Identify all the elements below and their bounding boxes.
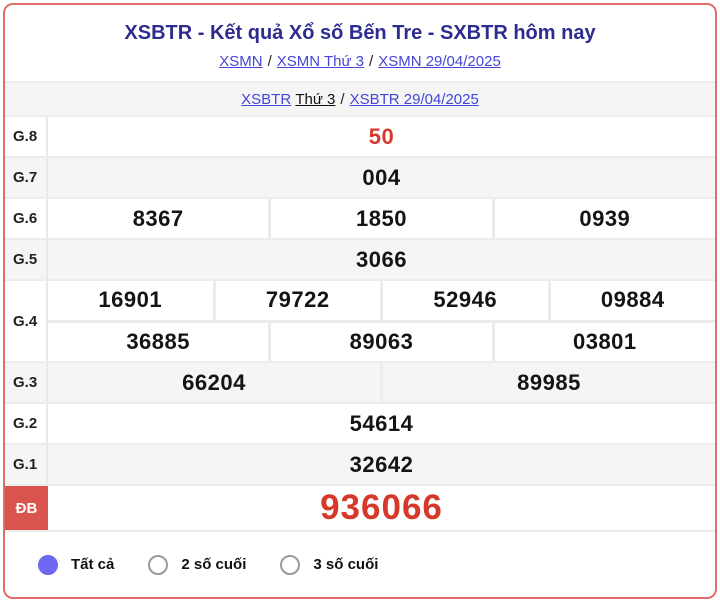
prize-label-g5: G.5 [5, 240, 48, 279]
radio-circle-icon[interactable] [148, 554, 169, 575]
prize-number-g5: 3066 [356, 246, 407, 272]
prize-row-g4: G.4 16901 79722 52946 09884 36885 89063 … [5, 279, 715, 361]
radio-2-so-cuoi[interactable]: 2 số cuối [148, 554, 247, 575]
breadcrumb-separator: / [267, 53, 272, 70]
prize-number-g1: 32642 [349, 451, 414, 477]
prize-number-g2: 54614 [349, 410, 414, 436]
link-xsmn-date[interactable]: XSMN 29/04/2025 [378, 53, 501, 70]
prize-label-db: ĐB [5, 486, 48, 530]
prize-number-g7: 004 [362, 164, 401, 190]
radio-circle-icon[interactable] [38, 554, 58, 575]
prize-row-g3: G.3 66204 89985 [5, 361, 715, 402]
prize-number-g4-4: 09884 [547, 281, 716, 320]
prize-number-g4-2: 79722 [212, 281, 381, 320]
prize-number-g8: 50 [368, 123, 395, 149]
breadcrumb-separator: / [340, 90, 345, 108]
prize-label-g1: G.1 [5, 445, 48, 484]
breadcrumb-xsbtr: XSBTR Thứ 3/XSBTR 29/04/2025 [5, 81, 715, 115]
prize-number-g6-1: 8367 [132, 205, 184, 231]
prize-label-g7: G.7 [5, 158, 48, 197]
radio-circle-icon[interactable] [280, 554, 301, 575]
prize-label-g6: G.6 [5, 199, 48, 238]
prize-label-g2: G.2 [5, 404, 48, 443]
link-xsmn[interactable]: XSMN [219, 53, 263, 70]
prize-row-g6: G.6 8367 1850 0939 [5, 197, 715, 238]
radio-label: 2 số cuối [181, 556, 247, 573]
radio-3-so-cuoi[interactable]: 3 số cuối [280, 554, 379, 575]
radio-label: Tất cả [71, 556, 115, 573]
prize-row-g5: G.5 3066 [5, 238, 715, 279]
prize-number-g4-7: 03801 [491, 322, 715, 361]
prize-number-g6-2: 1850 [268, 199, 491, 238]
prize-number-db: 936066 [320, 488, 443, 527]
prize-row-g2: G.2 54614 [5, 402, 715, 443]
prize-number-g4-3: 52946 [380, 281, 548, 320]
link-xsbtr-date[interactable]: XSBTR 29/04/2025 [349, 90, 479, 108]
lottery-results-panel: XSBTR - Kết quả Xổ số Bến Tre - SXBTR hô… [3, 3, 717, 599]
prize-number-g3-2: 89985 [380, 363, 715, 402]
link-xsbtr[interactable]: XSBTR [241, 90, 292, 108]
link-xsmn-thu3[interactable]: XSMN Thứ 3 [276, 53, 365, 70]
breadcrumb-xsmn: XSMN / XSMN Thứ 3/XSMN 29/04/2025 [5, 53, 715, 70]
prize-number-g3-1: 66204 [182, 369, 246, 395]
prize-label-g3: G.3 [5, 363, 48, 402]
page-title: XSBTR - Kết quả Xổ số Bến Tre - SXBTR hô… [124, 22, 596, 44]
prize-number-g4-5: 36885 [126, 328, 190, 354]
prize-label-g8: G.8 [5, 117, 48, 156]
prize-label-g4: G.4 [5, 281, 48, 361]
prize-row-db: ĐB 936066 [5, 484, 715, 530]
breadcrumb-separator: / [369, 53, 374, 70]
prize-number-g4-6: 89063 [268, 322, 491, 361]
radio-tat-ca[interactable]: Tất cả [38, 554, 115, 575]
header: XSBTR - Kết quả Xổ số Bến Tre - SXBTR hô… [5, 5, 715, 81]
breadcrumb-day-text: Thứ 3 [295, 90, 336, 108]
prize-number-g4-1: 16901 [98, 287, 163, 313]
prize-row-g8: G.8 50 [5, 115, 715, 156]
prize-row-g1: G.1 32642 [5, 443, 715, 484]
prize-number-g6-3: 0939 [491, 199, 715, 238]
display-filters: Tất cả 2 số cuối 3 số cuối [5, 530, 715, 597]
radio-label: 3 số cuối [313, 556, 379, 573]
prize-row-g7: G.7 004 [5, 156, 715, 197]
